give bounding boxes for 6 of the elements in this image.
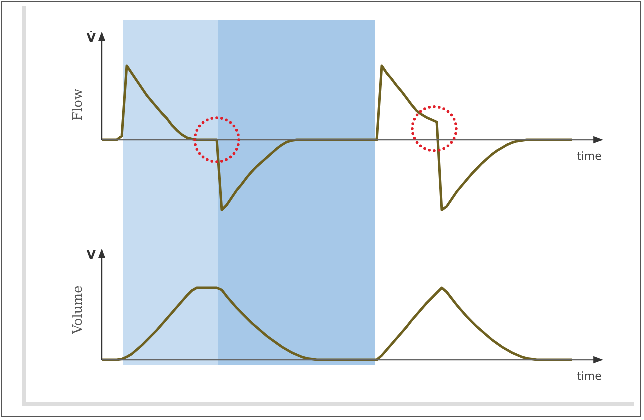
y-axis-title: Volume <box>71 285 86 336</box>
y-axis-title: Flow <box>71 88 86 122</box>
x-axis-title: time <box>577 150 602 163</box>
x-axis-title: time <box>577 370 602 383</box>
text: V̇ <box>86 30 97 45</box>
text: V <box>86 248 97 262</box>
